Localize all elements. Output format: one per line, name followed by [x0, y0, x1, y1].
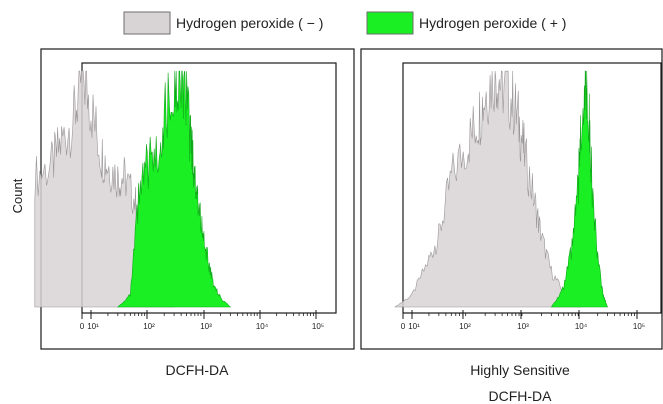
x-tick-label: 10³ — [200, 322, 212, 331]
y-axis-label: Count — [10, 178, 25, 213]
legend-label-positive: Hydrogen peroxide ( + ) — [419, 15, 566, 31]
histogram-panel-highly-sensitive-dcfh-da: 0 10¹ 10² 10³ 10⁴ 10⁵ Highly Sensitive DCFH-D… — [360, 48, 663, 404]
x-ticks: 0 10¹ 10² 10³ 10⁴ 10⁵ — [80, 310, 336, 331]
x-tick-label: 10¹ — [87, 322, 99, 331]
x-ticks: 0 10¹ 10² 10³ 10⁴ 10⁵ — [401, 310, 661, 331]
x-tick-label: 10² — [143, 322, 155, 331]
x-tick-label: 10⁵ — [312, 322, 324, 331]
x-tick-label: 10² — [459, 322, 471, 331]
x-axis-label-line-1: Highly Sensitive — [470, 362, 570, 378]
x-tick-label: 0 — [401, 322, 406, 331]
legend-label-negative: Hydrogen peroxide ( − ) — [176, 15, 323, 31]
x-tick-label: 10¹ — [408, 322, 420, 331]
legend-swatch-negative — [123, 11, 171, 35]
legend: Hydrogen peroxide ( − ) Hydrogen peroxid… — [123, 11, 566, 35]
series-layer — [394, 70, 609, 308]
x-axis-label: DCFH-DA — [166, 362, 230, 378]
x-tick-label: 0 — [80, 322, 85, 331]
legend-swatch-positive — [366, 11, 414, 35]
x-tick-label: 10⁵ — [633, 322, 645, 331]
x-tick-label: 10⁴ — [575, 322, 588, 331]
series-area-positive — [550, 70, 609, 308]
series-area-negative — [394, 70, 582, 308]
series-layer — [34, 70, 232, 308]
histogram-panel-dcfh-da: 0 10¹ 10² 10³ 10⁴ 10⁵ DCFH-DA — [34, 48, 355, 378]
x-tick-label: 10³ — [517, 322, 529, 331]
x-tick-label: 10⁴ — [256, 322, 269, 331]
series-area-positive — [117, 70, 232, 308]
x-axis-label-line-2: DCFH-DA — [489, 388, 553, 404]
